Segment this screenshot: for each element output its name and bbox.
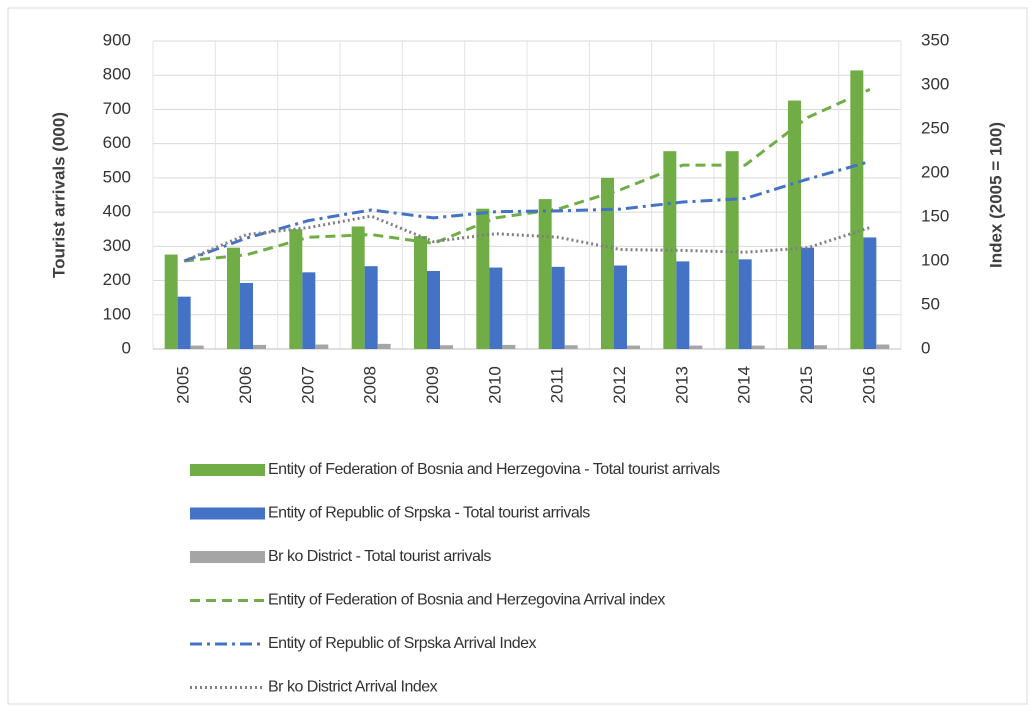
bar <box>240 282 253 349</box>
bar <box>801 247 814 349</box>
bar <box>751 345 765 349</box>
bar <box>351 226 365 349</box>
bar <box>414 236 427 349</box>
y-axis-title: Tourist arrivals (000) <box>49 112 68 278</box>
legend-label: Br ko District - Total tourist arrivals <box>268 548 491 565</box>
bar <box>863 237 877 349</box>
bar <box>315 344 329 349</box>
bar <box>177 296 191 349</box>
index-line <box>184 88 871 263</box>
y-tick-label: 200 <box>103 270 131 289</box>
y2-axis-title: Index (2005 = 100) <box>986 122 1005 268</box>
y-tick-label: 0 <box>122 338 131 357</box>
y2-tick-label: 100 <box>921 250 949 269</box>
x-tick-label: 2011 <box>548 367 567 404</box>
bar <box>738 259 752 349</box>
bar <box>876 344 890 349</box>
legend-swatch <box>190 551 265 563</box>
y2-tick-label: 0 <box>921 338 930 357</box>
x-tick-label: 2016 <box>859 366 878 404</box>
y2-tick-label: 50 <box>921 294 940 313</box>
bar <box>227 247 240 349</box>
x-tick-label: 2010 <box>485 366 504 404</box>
index-line <box>183 214 871 263</box>
x-tick-label: 2005 <box>174 366 193 404</box>
bar <box>814 345 827 349</box>
bar <box>289 229 303 349</box>
bar <box>364 266 378 349</box>
bar <box>538 199 552 349</box>
bar <box>788 100 801 350</box>
y-tick-label: 100 <box>103 304 131 323</box>
bar <box>627 345 640 349</box>
bar <box>663 151 677 349</box>
x-tick-label: 2006 <box>236 366 255 404</box>
legend-swatch <box>190 507 265 520</box>
x-tick-label: 2007 <box>298 366 317 404</box>
bar <box>164 254 178 349</box>
x-tick-label: 2009 <box>423 366 442 404</box>
legend-label: Entity of Federation of Bosnia and Herze… <box>268 461 720 478</box>
x-tick-label: 2008 <box>361 366 380 404</box>
bar <box>377 343 391 349</box>
bar <box>601 177 614 349</box>
legend-swatch <box>190 464 265 476</box>
bar <box>190 345 204 349</box>
legend-label: Br ko District Arrival Index <box>268 679 438 696</box>
x-tick-label: 2013 <box>672 366 691 404</box>
bar <box>476 208 490 349</box>
legend-label: Entity of Federation of Bosnia and Herze… <box>268 592 665 609</box>
bar <box>253 344 266 349</box>
y-tick-label: 300 <box>103 236 131 255</box>
legend-label: Entity of Republic of Srpska - Total tou… <box>268 505 590 522</box>
y-tick-label: 400 <box>103 202 131 221</box>
y-tick-label: 500 <box>103 167 131 186</box>
bar <box>302 272 316 349</box>
y2-tick-label: 300 <box>921 74 949 93</box>
y-tick-label: 700 <box>103 99 131 118</box>
x-tick-label: 2012 <box>610 366 629 404</box>
bar <box>440 345 453 349</box>
y-tick-label: 900 <box>103 30 131 49</box>
x-tick-label: 2015 <box>797 366 816 404</box>
legend-label: Entity of Republic of Srpska Arrival Ind… <box>268 635 537 652</box>
bar <box>564 345 578 349</box>
x-tick-label: 2014 <box>735 366 754 404</box>
index-line <box>183 160 871 263</box>
bar <box>551 266 565 349</box>
y2-tick-label: 150 <box>921 206 949 225</box>
bar <box>689 345 703 349</box>
y2-tick-label: 250 <box>921 118 949 137</box>
bar <box>427 270 440 349</box>
bar <box>725 151 739 349</box>
bar <box>850 70 864 349</box>
bar <box>676 261 690 349</box>
y2-tick-label: 350 <box>921 30 949 49</box>
bar <box>502 344 516 349</box>
y-tick-label: 800 <box>103 65 131 84</box>
y2-tick-label: 200 <box>921 162 949 181</box>
bar <box>489 267 503 349</box>
bar <box>614 265 627 349</box>
y-tick-label: 600 <box>103 133 131 152</box>
